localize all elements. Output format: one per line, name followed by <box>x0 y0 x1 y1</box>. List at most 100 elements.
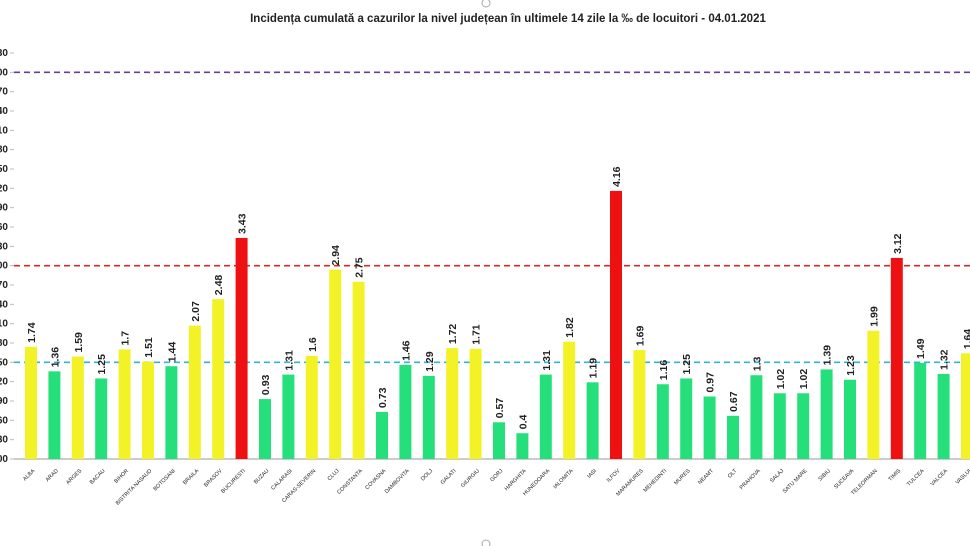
value-label: 1.31 <box>541 350 553 371</box>
bar <box>797 393 810 459</box>
value-label: 3.12 <box>892 233 904 254</box>
y-tick-label: 1.20 <box>0 377 8 388</box>
bar <box>48 371 61 459</box>
bar <box>446 348 459 459</box>
bar <box>773 393 786 459</box>
bar <box>142 361 154 459</box>
y-tick-label: 0.30 <box>0 435 8 446</box>
bar <box>188 325 201 459</box>
value-label: 1.6 <box>307 337 319 352</box>
bar <box>235 237 248 459</box>
bar <box>376 411 388 459</box>
value-label: 1.25 <box>96 354 108 375</box>
bar <box>820 369 833 459</box>
bar <box>890 257 903 459</box>
y-tick-label: 3.30 <box>0 241 8 252</box>
value-label: 1.32 <box>939 349 951 370</box>
chart-title: Incidența cumulată a cazurilor la nivel … <box>250 13 766 25</box>
bar <box>282 374 295 459</box>
y-tick-label: 5.70 <box>0 87 8 98</box>
y-tick-label: 3.90 <box>0 203 8 214</box>
y-tick-label: 6.00 <box>0 67 8 78</box>
handle <box>481 0 491 8</box>
bar <box>25 346 37 459</box>
value-label: 1.82 <box>564 317 576 338</box>
value-label: 1.19 <box>588 358 600 379</box>
value-label: 4.16 <box>611 166 623 187</box>
bar <box>680 378 693 459</box>
y-tick-label: 1.50 <box>0 357 8 368</box>
bar <box>727 415 739 459</box>
value-label: 1.02 <box>798 369 810 390</box>
value-label: 2.48 <box>213 275 225 296</box>
value-label: 1.16 <box>658 360 670 381</box>
value-label: 1.64 <box>962 329 970 350</box>
value-label: 1.7 <box>120 331 132 346</box>
bar <box>610 190 622 459</box>
bar <box>305 355 318 459</box>
value-label: 0.73 <box>377 387 389 408</box>
y-tick-label: 4.50 <box>0 164 8 175</box>
value-label: 0.4 <box>517 414 529 429</box>
bar <box>259 399 271 459</box>
y-tick-label: 0.90 <box>0 396 8 407</box>
x-tick-label: OLT <box>727 468 739 480</box>
value-label: 1.3 <box>751 356 763 371</box>
value-label: 1.74 <box>26 322 38 343</box>
value-label: 0.97 <box>705 372 717 393</box>
bar <box>422 375 435 459</box>
bar <box>469 348 482 459</box>
value-label: 1.51 <box>143 337 155 358</box>
value-label: 1.72 <box>447 324 459 345</box>
value-label: 2.94 <box>330 245 342 266</box>
bar <box>703 396 716 459</box>
bar <box>399 364 412 459</box>
bar <box>71 356 84 459</box>
bar <box>118 349 131 459</box>
value-label: 1.71 <box>471 324 483 345</box>
x-tick-label: IASI <box>586 468 598 480</box>
value-label: 0.93 <box>260 374 272 395</box>
y-tick-label: 0.60 <box>0 415 8 426</box>
bar <box>329 269 342 459</box>
value-label: 2.75 <box>354 257 366 278</box>
bar <box>750 375 763 459</box>
bar <box>586 382 599 459</box>
handle <box>481 539 491 546</box>
value-label: 1.02 <box>775 369 787 390</box>
bar <box>656 384 669 459</box>
bar <box>165 366 178 459</box>
y-tick-label: 2.40 <box>0 299 8 310</box>
value-label: 1.46 <box>400 340 412 361</box>
y-tick-label: 2.70 <box>0 280 8 291</box>
bar <box>516 433 529 459</box>
y-tick-label: 3.60 <box>0 222 8 233</box>
value-label: 0.67 <box>728 391 740 412</box>
bar <box>493 422 505 459</box>
bar <box>539 374 552 459</box>
bar <box>961 353 970 459</box>
value-label: 1.44 <box>166 342 178 363</box>
y-tick-label: 5.10 <box>0 125 8 136</box>
bar <box>937 373 950 459</box>
bar <box>95 378 108 459</box>
value-label: 0.57 <box>494 398 506 419</box>
value-label: 1.49 <box>915 338 927 359</box>
y-tick-label: 4.20 <box>0 183 8 194</box>
y-tick-label: 3.00 <box>0 261 8 272</box>
bar <box>867 330 880 459</box>
bar <box>212 299 225 459</box>
bar <box>844 379 856 459</box>
y-tick-label: 2.10 <box>0 319 8 330</box>
value-label: 1.25 <box>681 354 693 375</box>
value-label: 3.43 <box>237 213 249 234</box>
y-tick-label: 6.30 <box>0 48 8 59</box>
value-label: 1.23 <box>845 355 857 376</box>
bar <box>352 281 365 459</box>
bar <box>914 362 927 459</box>
value-label: 1.99 <box>868 306 880 327</box>
y-tick-label: 4.80 <box>0 145 8 156</box>
y-tick-label: 1.80 <box>0 338 8 349</box>
